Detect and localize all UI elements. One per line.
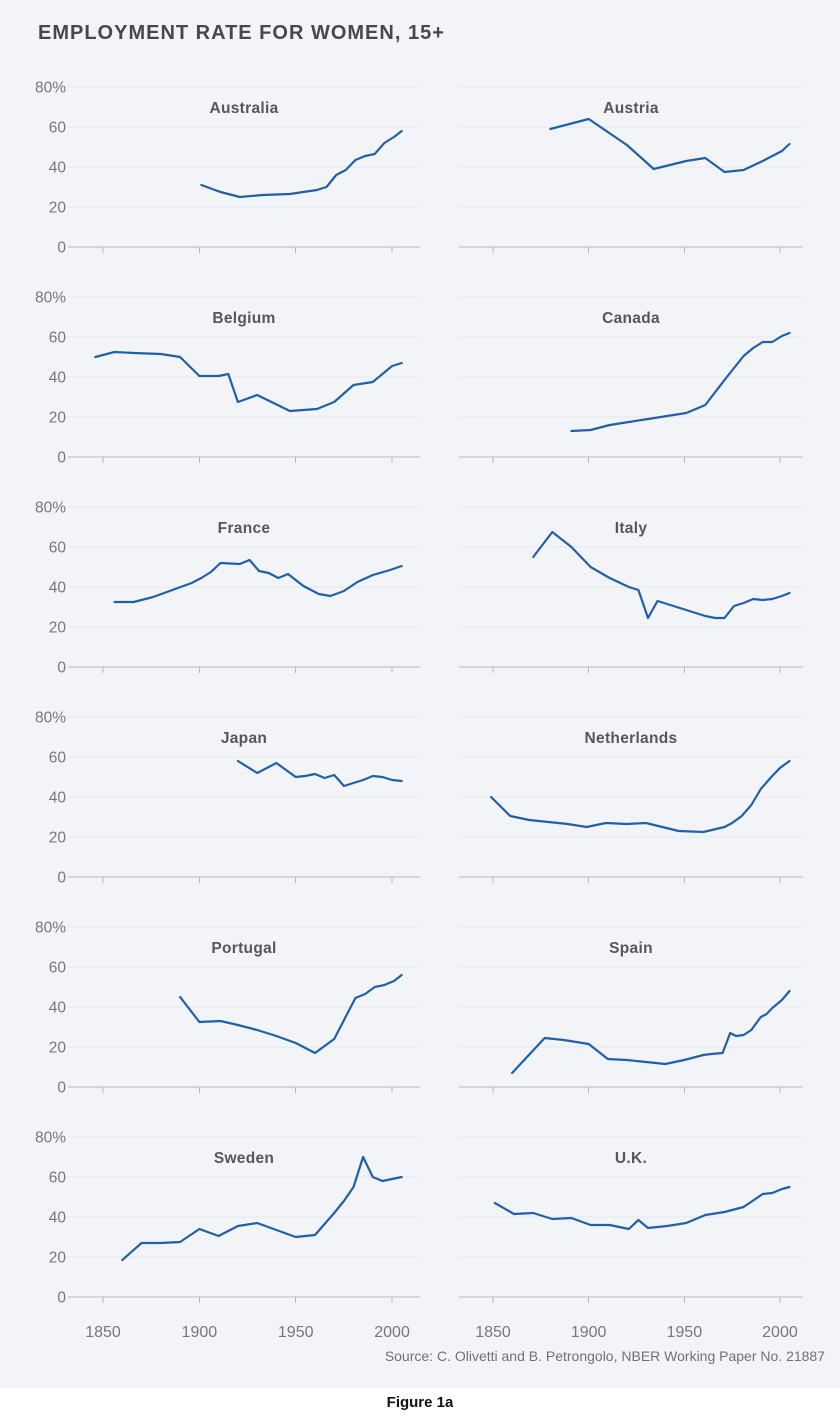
chart-austria: Austria — [430, 57, 830, 292]
chart-canvas-france: 0 20 40 60 80% France — [35, 500, 420, 677]
y-axis-label: 0 — [57, 450, 66, 467]
y-axis-label: 60 — [49, 330, 67, 347]
chart-italy: Italy — [430, 477, 830, 712]
x-axis-label: 2000 — [762, 1324, 798, 1341]
data-line — [200, 129, 403, 199]
y-axis-label: 60 — [49, 960, 67, 977]
y-axis-label: 60 — [49, 750, 67, 767]
chart-canvas-spain: Spain — [459, 926, 803, 1093]
chart-canvas-italy: Italy — [459, 506, 803, 673]
chart-canvas-netherlands: Netherlands — [459, 716, 803, 883]
y-axis-label: 40 — [49, 370, 67, 387]
chart-title: Japan — [221, 730, 267, 747]
chart-japan: 0 20 40 60 80% Japan — [30, 687, 430, 922]
chart-title: Sweden — [214, 1150, 274, 1167]
chart-canvas-australia: 0 20 40 60 80% Australia — [35, 80, 420, 257]
chart-canvas-austria: Austria — [459, 86, 803, 253]
x-axis-label: 1950 — [278, 1324, 314, 1341]
y-axis-label: 40 — [49, 1000, 67, 1017]
y-axis-label: 0 — [57, 240, 66, 257]
chart-title: Canada — [602, 310, 660, 327]
chart-belgium: 0 20 40 60 80% Belgium — [30, 267, 430, 502]
y-axis-label: 0 — [57, 660, 66, 677]
chart-canada: Canada — [430, 267, 830, 502]
page-title: EMPLOYMENT RATE FOR WOMEN, 15+ — [38, 22, 445, 44]
y-axis-label: 20 — [49, 830, 67, 847]
y-axis-label: 80% — [35, 80, 66, 97]
data-line — [121, 1155, 403, 1262]
chart-canvas-u-k: 1850 1900 1950 2000 U.K. — [459, 1136, 803, 1341]
y-axis-label: 60 — [49, 1170, 67, 1187]
chart-canvas-portugal: 0 20 40 60 80% Portugal — [35, 920, 420, 1097]
chart-title: Netherlands — [585, 730, 678, 747]
chart-france: 0 20 40 60 80% France — [30, 477, 430, 712]
y-axis-label: 40 — [49, 1210, 67, 1227]
chart-title: Portugal — [211, 940, 276, 957]
y-axis-label: 0 — [57, 1080, 66, 1097]
data-line — [532, 530, 791, 620]
y-axis-label: 80% — [35, 1130, 66, 1147]
chart-title: Australia — [209, 100, 278, 117]
chart-canvas-sweden: 0 20 40 60 80% 1850 1900 1950 2000 Sweden — [35, 1130, 420, 1341]
charts-grid: 0 20 40 60 80% Australia Austria 0 20 40 60 80% Belg… — [30, 57, 830, 1342]
data-line — [510, 989, 791, 1075]
y-axis-label: 80% — [35, 500, 66, 517]
y-axis-label: 20 — [49, 620, 67, 637]
data-line — [94, 350, 403, 413]
y-axis-label: 20 — [49, 1250, 67, 1267]
y-axis-label: 20 — [49, 410, 67, 427]
chart-portugal: 0 20 40 60 80% Portugal — [30, 897, 430, 1132]
y-axis-label: 60 — [49, 120, 67, 137]
chart-netherlands: Netherlands — [430, 687, 830, 922]
chart-title: Belgium — [212, 310, 275, 327]
y-axis-label: 80% — [35, 710, 66, 727]
data-line — [493, 1185, 791, 1231]
chart-canvas-japan: 0 20 40 60 80% Japan — [35, 710, 420, 887]
chart-title: Italy — [615, 520, 648, 537]
data-line — [113, 558, 403, 604]
chart-spain: Spain — [430, 897, 830, 1132]
bottom-strip — [0, 1388, 840, 1426]
chart-canvas-canada: Canada — [459, 296, 803, 463]
y-axis-label: 40 — [49, 160, 67, 177]
x-axis-label: 1850 — [475, 1324, 511, 1341]
y-axis-label: 20 — [49, 200, 67, 217]
data-line — [570, 331, 791, 433]
chart-sweden: 0 20 40 60 80% 1850 1900 1950 2000 Sweden — [30, 1107, 430, 1342]
chart-title: U.K. — [615, 1150, 647, 1167]
chart-title: Spain — [609, 940, 653, 957]
data-line — [549, 117, 791, 174]
y-axis-label: 80% — [35, 920, 66, 937]
x-axis-label: 1950 — [667, 1324, 703, 1341]
data-line — [236, 759, 403, 788]
x-axis-label: 2000 — [374, 1324, 410, 1341]
y-axis-label: 20 — [49, 1040, 67, 1057]
y-axis-label: 40 — [49, 580, 67, 597]
x-axis-label: 1900 — [182, 1324, 218, 1341]
y-axis-label: 40 — [49, 790, 67, 807]
x-axis-label: 1850 — [85, 1324, 121, 1341]
source-note: Source: C. Olivetti and B. Petrongolo, N… — [384, 1348, 825, 1364]
y-axis-label: 0 — [57, 870, 66, 887]
chart-u-k: 1850 1900 1950 2000 U.K. — [430, 1107, 830, 1342]
chart-canvas-belgium: 0 20 40 60 80% Belgium — [35, 290, 420, 467]
chart-australia: 0 20 40 60 80% Australia — [30, 57, 430, 292]
chart-title: Austria — [603, 100, 659, 117]
chart-title: France — [218, 520, 271, 537]
data-line — [489, 759, 791, 834]
y-axis-label: 60 — [49, 540, 67, 557]
y-axis-label: 80% — [35, 290, 66, 307]
y-axis-label: 0 — [57, 1290, 66, 1307]
data-line — [179, 973, 403, 1055]
x-axis-label: 1900 — [571, 1324, 607, 1341]
figure-label: Figure 1a — [386, 1394, 454, 1411]
